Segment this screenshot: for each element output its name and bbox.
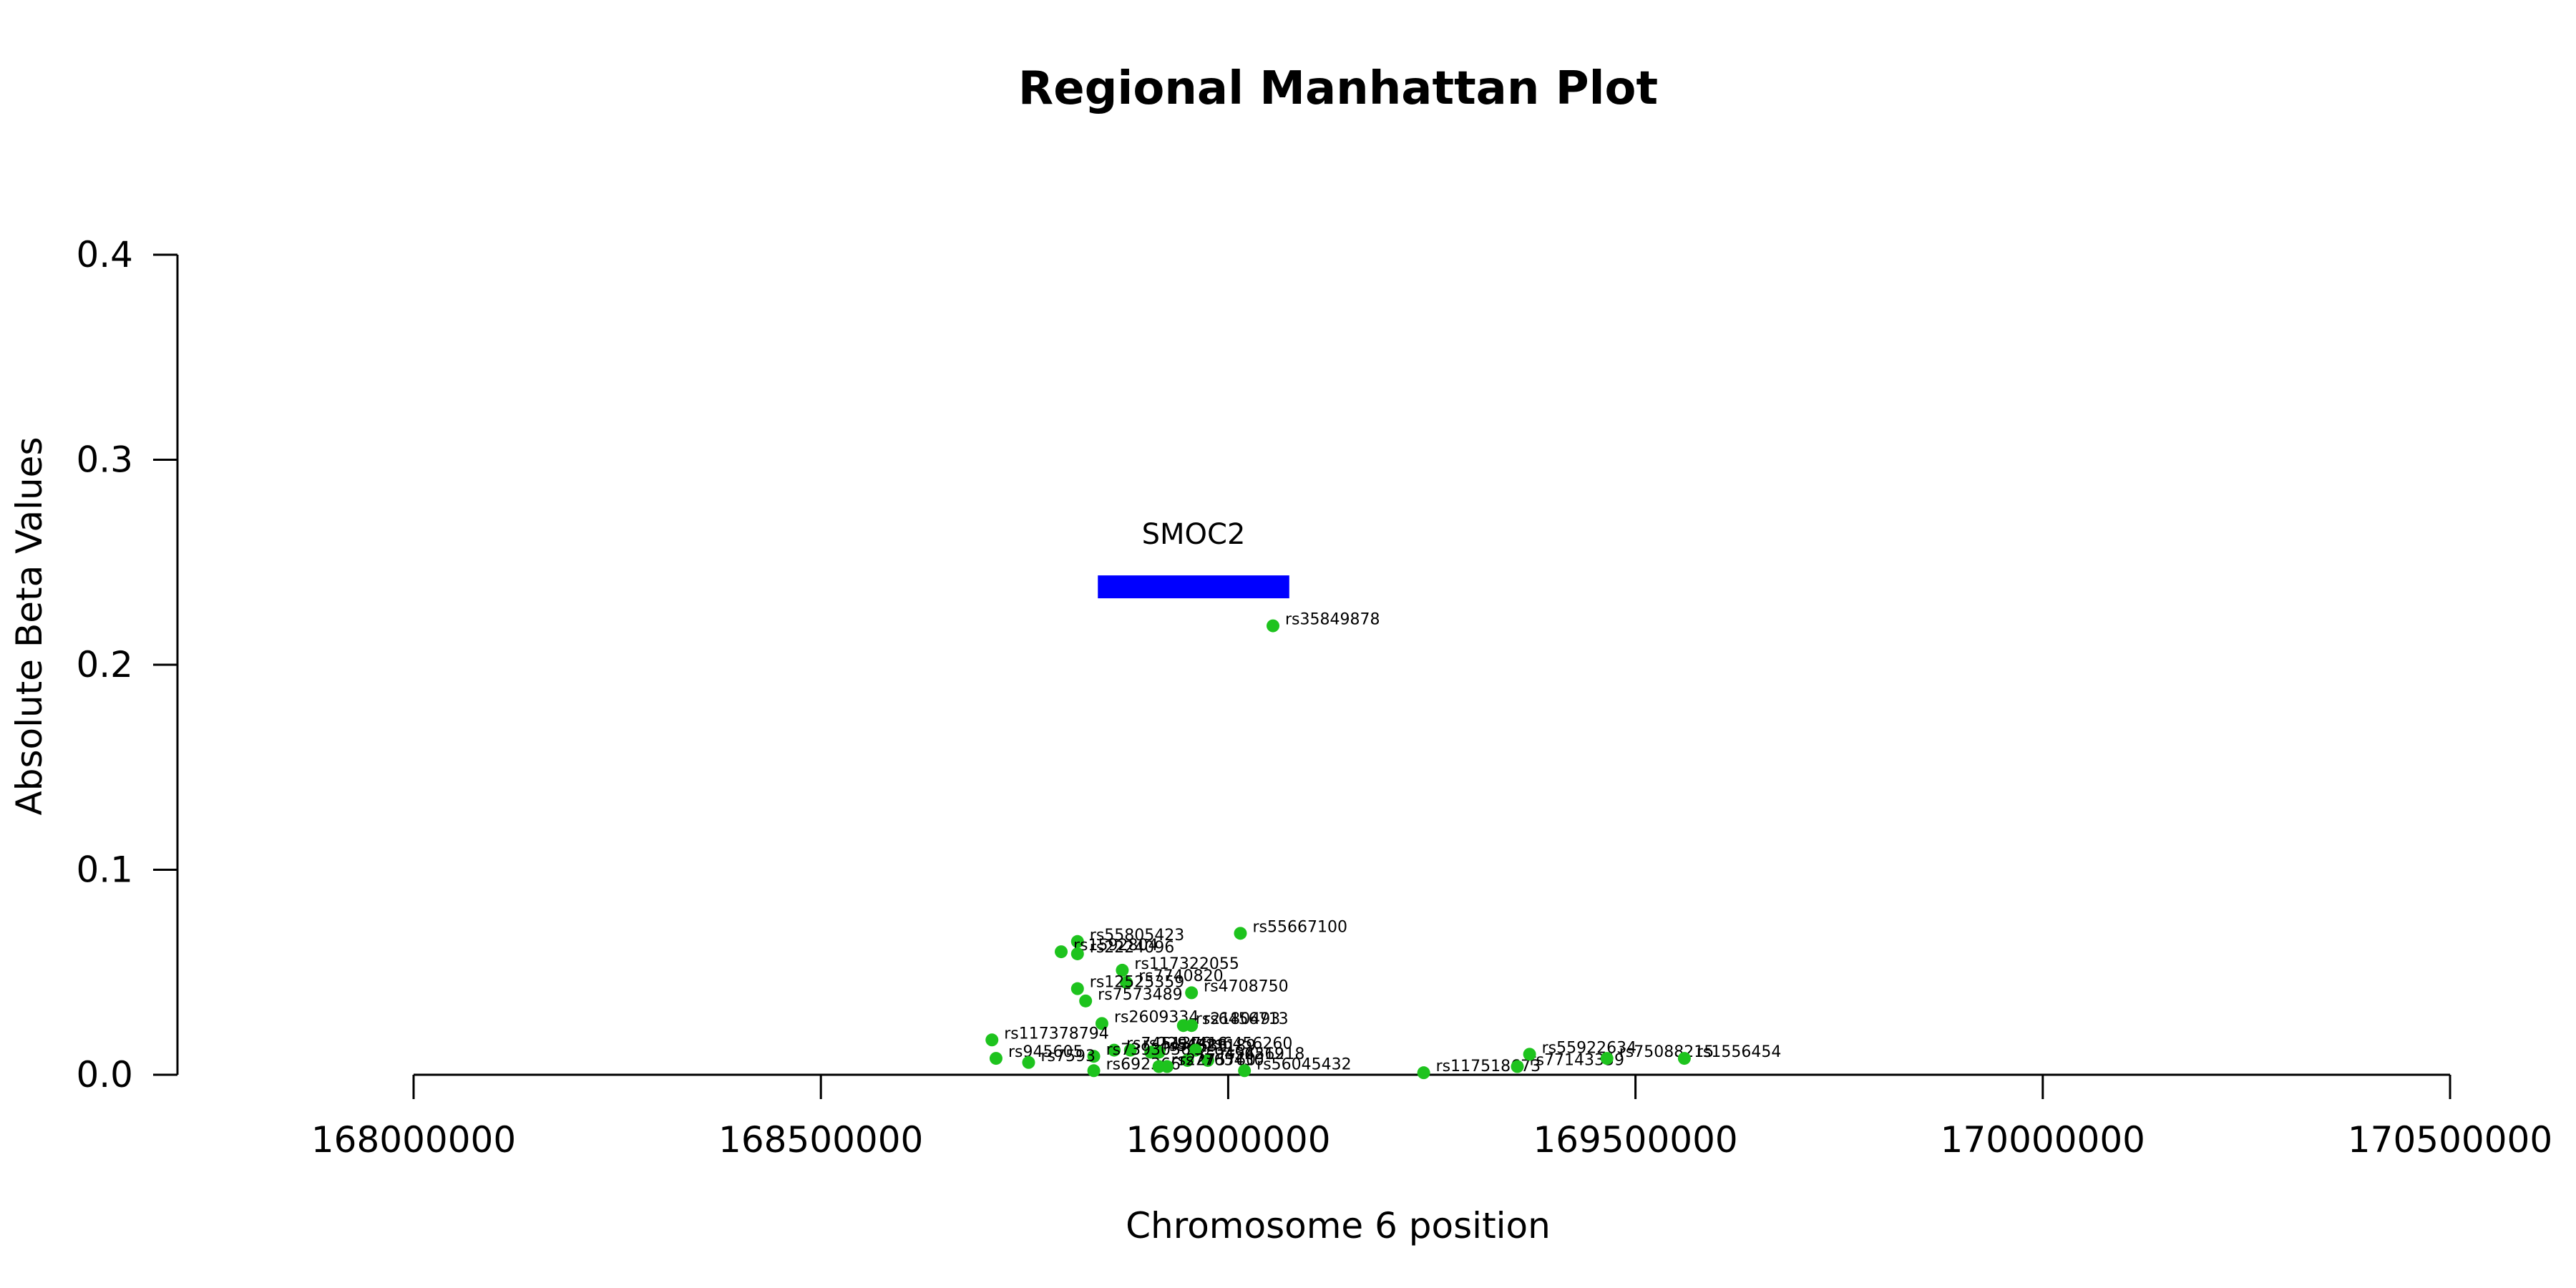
snp-label: rs4521189: [1171, 1037, 1257, 1055]
snp-point: [1108, 1043, 1121, 1057]
snp-point: [1087, 1064, 1101, 1078]
snp-point: [1677, 1052, 1691, 1065]
y-axis: 0.0 0.1 0.2 0.3 0.4: [76, 234, 179, 1096]
snp-label: rs1556454: [1697, 1043, 1782, 1061]
snp-label: rs56045432: [1257, 1055, 1351, 1073]
x-axis-label: Chromosome 6 position: [1126, 1205, 1551, 1246]
snp-point: [1087, 1050, 1101, 1063]
snp-label: rs7573489: [1098, 986, 1183, 1004]
snp-point: [1185, 1019, 1199, 1033]
snp-point: [1181, 1053, 1194, 1067]
snp-label: rs117322055: [1134, 955, 1239, 973]
snp-point: [1116, 963, 1129, 977]
snp-point: [1511, 1060, 1524, 1073]
y-tick-label: 0.3: [76, 439, 133, 481]
y-tick-label: 0.4: [76, 234, 133, 275]
snp-point: [989, 1052, 1002, 1065]
snp-point: [1417, 1066, 1430, 1080]
x-tick-label: 168500000: [718, 1119, 923, 1161]
snp-point: [1523, 1048, 1536, 1061]
x-tick-label: 169500000: [1533, 1119, 1737, 1161]
snp-point: [1120, 976, 1133, 990]
gene-bar: [1098, 575, 1289, 599]
snp-point: [1123, 1043, 1137, 1057]
snp-label: rs55805423: [1090, 927, 1184, 945]
snp-label: rs945605: [1008, 1043, 1083, 1061]
snp-label: rs6456713: [1204, 1010, 1289, 1028]
snp-label: rs55667100: [1252, 918, 1347, 936]
snp-label: rs4708750: [1204, 977, 1289, 995]
snp-point: [1185, 986, 1199, 1000]
y-tick-label: 0.2: [76, 644, 133, 686]
snp-label: rs7393036: [1106, 1041, 1191, 1059]
gene-track: SMOC2: [1098, 518, 1289, 599]
snp-label: rs12525359: [1090, 974, 1184, 992]
y-tick-label: 0.1: [76, 849, 133, 891]
snp-point: [1070, 982, 1084, 995]
x-tick-label: 169000000: [1126, 1119, 1330, 1161]
snp-label: rs117518673: [1436, 1058, 1541, 1075]
snp-label: rs7740820: [1138, 967, 1224, 985]
snp-point: [985, 1033, 999, 1047]
snp-point: [1079, 994, 1093, 1008]
x-tick-label: 170500000: [2348, 1119, 2552, 1161]
snp-point: [1238, 1064, 1252, 1078]
snp-label: rs2224096: [1090, 939, 1175, 957]
snp-point: [1095, 1017, 1108, 1030]
snp-point: [1055, 945, 1068, 959]
snp-label: rs35849878: [1285, 611, 1380, 629]
snp-point: [1267, 619, 1280, 633]
x-axis: 168000000 168500000 169000000 169500000 1700…: [311, 1073, 2552, 1161]
snp-label: rs7593: [1040, 1048, 1096, 1065]
snp-point: [1234, 927, 1247, 940]
snp-label: rs9456218: [1220, 1045, 1305, 1063]
snp-point: [1152, 1045, 1166, 1059]
snp-point: [1161, 1060, 1174, 1073]
snp-point: [1022, 1055, 1035, 1069]
y-tick-label: 0.0: [76, 1054, 133, 1096]
snp-label: rs75088215: [1619, 1043, 1714, 1061]
x-tick-label: 170000000: [1941, 1119, 2145, 1161]
snp-label: rs1592804: [1073, 937, 1158, 955]
snp-point: [1189, 1043, 1202, 1057]
snp-label: rs9456219: [1199, 1045, 1284, 1063]
gene-label: SMOC2: [1142, 518, 1246, 551]
snp-label: rs2180493: [1196, 1010, 1281, 1028]
snp-point: [1070, 947, 1084, 960]
chart-title: Regional Manhattan Plot: [1018, 62, 1658, 115]
snp-label: rs7765450: [1179, 1052, 1264, 1070]
snp-points: rs35849878rs55667100rs55805423rs1592804r…: [985, 611, 1781, 1080]
y-axis-label: Absolute Beta Values: [9, 437, 50, 816]
snp-point: [1600, 1052, 1614, 1065]
snp-label: rs6456260: [1208, 1035, 1293, 1053]
snp-point: [1201, 1053, 1214, 1067]
snp-label: rs55922634: [1542, 1039, 1636, 1057]
x-tick-label: 168000000: [311, 1119, 516, 1161]
snp-point: [1070, 935, 1084, 948]
snp-label: rs117378794: [1004, 1025, 1108, 1043]
